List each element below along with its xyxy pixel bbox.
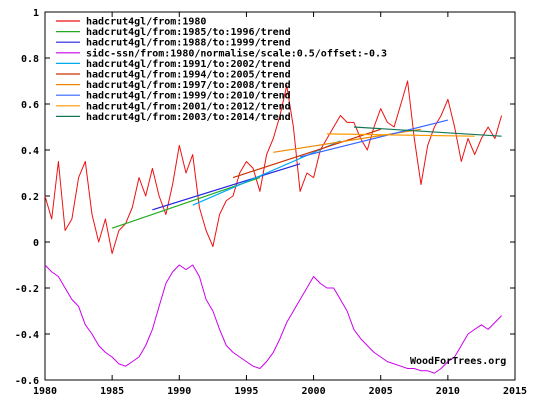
y-tick-label: -0.6 (15, 376, 39, 387)
legend-label: hadcrut4gl/from:1994/to:2005/trend (86, 70, 291, 81)
series-line-2 (152, 163, 301, 211)
x-tick-label: 2015 (503, 386, 527, 397)
x-tick-label: 2010 (436, 386, 460, 397)
legend: hadcrut4gl/from:1980hadcrut4gl/from:1985… (56, 17, 387, 123)
y-tick-label: 0.8 (21, 54, 39, 65)
legend-label: hadcrut4gl/from:1980 (86, 17, 206, 28)
plot-area (44, 11, 516, 381)
legend-label: hadcrut4gl/from:1985/to:1996/trend (86, 27, 291, 38)
legend-label: hadcrut4gl/from:1997/to:2008/trend (86, 80, 291, 91)
x-tick-label: 1980 (33, 386, 57, 397)
y-tick-label: 0.2 (21, 192, 39, 203)
legend-label: sidc-ssn/from:1980/normalise/scale:0.5/o… (86, 47, 387, 59)
series-line-8 (326, 133, 475, 137)
series-line-0 (44, 80, 503, 254)
legend-label: hadcrut4gl/from:1988/to:1999/trend (86, 38, 291, 49)
legend-label: hadcrut4gl/from:1991/to:2002/trend (86, 59, 291, 70)
y-tick-label: 1 (33, 8, 39, 19)
series-layer (44, 80, 503, 374)
legend-label: hadcrut4gl/from:2001/to:2012/trend (86, 101, 291, 112)
x-axis: 1980 1985 1990 1995 2000 2005 2010 2015 (33, 12, 527, 397)
x-tick-label: 1990 (167, 386, 191, 397)
legend-label: hadcrut4gl/from:2003/to:2014/trend (86, 112, 291, 123)
series-line-3 (44, 264, 502, 374)
y-axis: -0.6 -0.4 -0.2 0 0.2 0.4 0.6 0.8 1 (15, 8, 515, 387)
x-tick-label: 1995 (234, 386, 258, 397)
x-tick-label: 2000 (302, 386, 326, 397)
series-line-4 (192, 140, 341, 206)
x-tick-label: 2005 (369, 386, 393, 397)
y-tick-label: 0 (33, 238, 39, 249)
y-tick-label: -0.2 (15, 284, 39, 295)
series-line-9 (353, 126, 502, 137)
x-tick-label: 1985 (100, 386, 124, 397)
y-tick-label: 0.6 (21, 100, 39, 111)
watermark: WoodForTrees.org (410, 356, 506, 367)
legend-label: hadcrut4gl/from:1999/to:2010/trend (86, 91, 291, 102)
y-tick-label: -0.4 (15, 330, 39, 341)
series-line-7 (299, 119, 449, 158)
series-line-5 (232, 128, 381, 179)
y-tick-label: 0.4 (21, 146, 39, 157)
